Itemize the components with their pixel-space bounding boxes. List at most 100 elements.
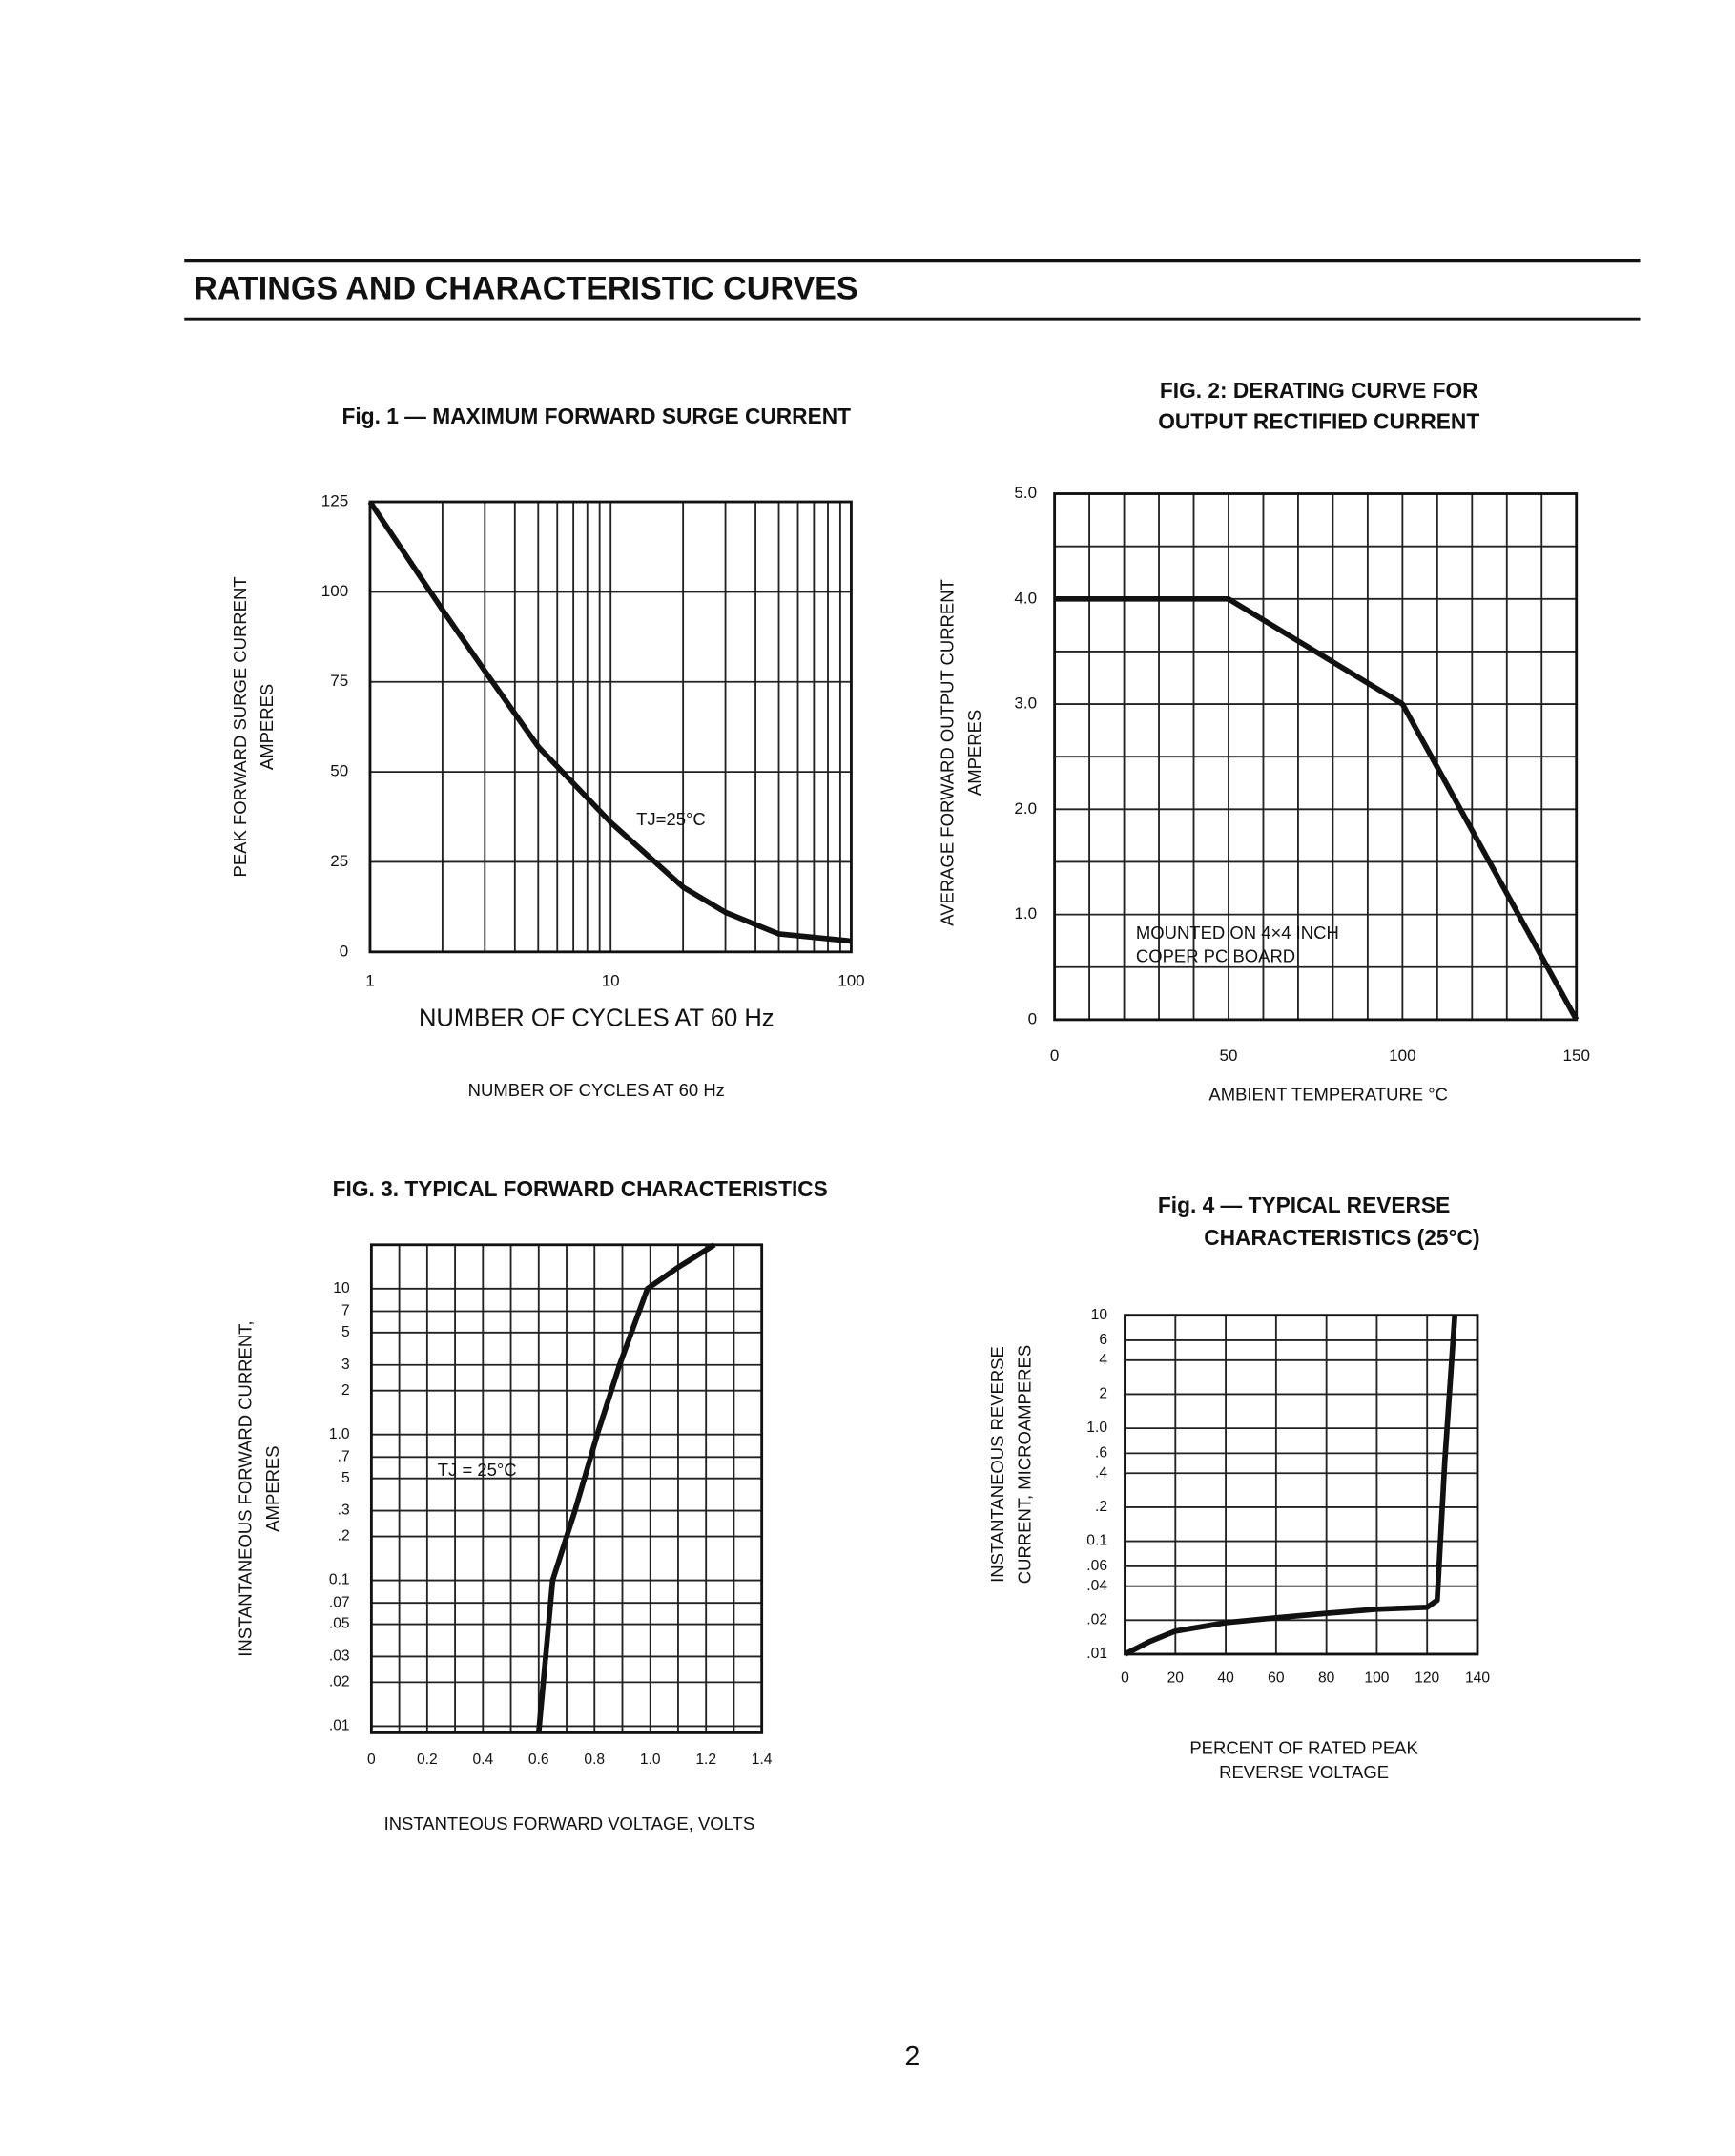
y-tick-label: 5 bbox=[341, 1470, 350, 1486]
x-axis-label: AMBIENT TEMPERATURE °C bbox=[1208, 1084, 1448, 1104]
y-axis-label: INSTANTANEOUS REVERSE bbox=[987, 1346, 1007, 1583]
y-tick-label: 0.1 bbox=[1086, 1533, 1107, 1549]
x-tick-label: 0.8 bbox=[584, 1752, 605, 1768]
caption: NUMBER OF CYCLES AT 60 Hz bbox=[468, 1080, 725, 1100]
y-tick-label: .05 bbox=[329, 1616, 350, 1632]
y-tick-label: .01 bbox=[329, 1718, 350, 1734]
plot-frame bbox=[1053, 492, 1579, 1022]
annotation: MOUNTED ON 4×4 INCH bbox=[1136, 923, 1339, 943]
y-tick-label: .3 bbox=[338, 1503, 350, 1519]
x-tick-label: 50 bbox=[1220, 1047, 1238, 1065]
x-tick-label: 100 bbox=[1389, 1047, 1415, 1065]
chart-title: Fig. 4 — TYPICAL REVERSE bbox=[1158, 1192, 1450, 1217]
x-tick-label: 20 bbox=[1167, 1670, 1185, 1687]
x-axis-label: REVERSE VOLTAGE bbox=[1219, 1762, 1389, 1782]
y-tick-label: 50 bbox=[330, 762, 348, 780]
y-axis-label: PEAK FORWARD SURGE CURRENT bbox=[230, 576, 250, 877]
y-tick-label: 5.0 bbox=[1014, 484, 1037, 502]
x-tick-label: 0 bbox=[1050, 1047, 1059, 1065]
y-axis-label: CURRENT, MICROAMPERES bbox=[1015, 1345, 1035, 1584]
y-tick-label: 125 bbox=[321, 492, 348, 510]
y-tick-label: 5 bbox=[341, 1324, 350, 1340]
x-tick-label: 0.4 bbox=[472, 1752, 493, 1768]
x-tick-label: 0 bbox=[1121, 1670, 1129, 1687]
chart-title: FIG. 3. TYPICAL FORWARD CHARACTERISTICS bbox=[333, 1176, 828, 1201]
page-title: RATINGS AND CHARACTERISTIC CURVES bbox=[194, 270, 857, 306]
y-tick-label: .2 bbox=[1095, 1499, 1107, 1515]
y-tick-label: .02 bbox=[329, 1674, 350, 1690]
y-tick-label: .03 bbox=[329, 1648, 350, 1665]
plot-frame bbox=[1124, 1314, 1479, 1656]
y-axis-label: AMPERES bbox=[262, 1445, 282, 1531]
x-tick-label: 80 bbox=[1318, 1670, 1335, 1687]
y-tick-label: 0.1 bbox=[329, 1572, 350, 1588]
y-tick-label: 2 bbox=[1099, 1386, 1107, 1402]
y-tick-label: 0 bbox=[1028, 1009, 1037, 1027]
y-tick-label: 10 bbox=[1091, 1307, 1108, 1323]
x-tick-label: 0 bbox=[367, 1752, 376, 1768]
annotation: COPER PC BOARD bbox=[1136, 945, 1295, 965]
y-tick-label: .2 bbox=[338, 1528, 350, 1544]
chart-title: CHARACTERISTICS (25°C) bbox=[1204, 1225, 1479, 1250]
y-tick-label: 3.0 bbox=[1014, 694, 1037, 713]
x-axis-label: INSTANTEOUS FORWARD VOLTAGE, VOLTS bbox=[384, 1814, 755, 1834]
x-tick-label: 120 bbox=[1415, 1670, 1439, 1687]
y-tick-label: 7 bbox=[341, 1303, 350, 1319]
y-tick-label: 1.0 bbox=[1086, 1420, 1107, 1436]
curve bbox=[1054, 595, 1580, 1022]
y-axis-label: AMPERES bbox=[257, 684, 277, 770]
x-tick-label: 60 bbox=[1268, 1670, 1285, 1687]
chart-title: FIG. 2: DERATING CURVE FOR bbox=[1160, 378, 1478, 403]
x-tick-label: 100 bbox=[1364, 1670, 1389, 1687]
y-tick-label: 1.0 bbox=[329, 1426, 350, 1442]
y-tick-label: 10 bbox=[333, 1280, 350, 1296]
x-tick-label: 1.0 bbox=[640, 1752, 661, 1768]
y-tick-label: .01 bbox=[1086, 1646, 1107, 1662]
y-tick-label: 6 bbox=[1099, 1332, 1107, 1348]
curve bbox=[535, 1242, 716, 1733]
y-axis-label: AVERAGE FORWARD OUTPUT CURRENT bbox=[938, 579, 958, 926]
y-tick-label: .04 bbox=[1086, 1578, 1107, 1594]
plot-frame bbox=[368, 500, 853, 954]
x-tick-label: 40 bbox=[1217, 1670, 1234, 1687]
y-tick-label: 0 bbox=[340, 942, 348, 960]
y-tick-label: .4 bbox=[1095, 1464, 1107, 1481]
chart-title: Fig. 1 — MAXIMUM FORWARD SURGE CURRENT bbox=[342, 404, 852, 428]
y-tick-label: 2.0 bbox=[1014, 799, 1037, 818]
y-tick-label: 4 bbox=[1099, 1352, 1107, 1368]
y-tick-label: 4.0 bbox=[1014, 589, 1037, 607]
annotation: TJ=25°C bbox=[636, 809, 706, 829]
chart-title: OUTPUT RECTIFIED CURRENT bbox=[1158, 409, 1479, 434]
x-tick-label: 100 bbox=[837, 972, 864, 990]
y-tick-label: 100 bbox=[321, 582, 348, 600]
y-tick-label: .07 bbox=[329, 1594, 350, 1610]
curve bbox=[1124, 1315, 1458, 1657]
y-tick-label: .02 bbox=[1086, 1611, 1107, 1627]
y-tick-label: .7 bbox=[338, 1448, 350, 1464]
x-tick-label: 1.4 bbox=[752, 1752, 773, 1768]
page-number: 2 bbox=[904, 2042, 919, 2072]
y-tick-label: .6 bbox=[1095, 1445, 1107, 1462]
y-axis-label: AMPERES bbox=[964, 710, 984, 796]
x-tick-label: 0.6 bbox=[528, 1752, 549, 1768]
y-tick-label: 75 bbox=[330, 672, 348, 690]
y-axis-label: INSTANTANEOUS FORWARD CURRENT, bbox=[236, 1320, 256, 1656]
plot-frame bbox=[369, 1243, 764, 1734]
x-tick-label: 10 bbox=[602, 972, 620, 990]
x-tick-label: 150 bbox=[1563, 1047, 1590, 1065]
x-axis-label: NUMBER OF CYCLES AT 60 Hz bbox=[419, 1005, 775, 1032]
y-tick-label: .06 bbox=[1086, 1558, 1107, 1574]
y-tick-label: 1.0 bbox=[1014, 904, 1037, 923]
y-tick-label: 25 bbox=[330, 852, 348, 870]
x-axis-label: PERCENT OF RATED PEAK bbox=[1189, 1737, 1418, 1757]
curve bbox=[367, 500, 852, 944]
y-tick-label: 2 bbox=[341, 1382, 350, 1399]
x-tick-label: 0.2 bbox=[417, 1752, 438, 1768]
x-tick-label: 1.2 bbox=[695, 1752, 716, 1768]
y-tick-label: 3 bbox=[341, 1357, 350, 1373]
annotation: TJ = 25°C bbox=[438, 1460, 517, 1480]
x-tick-label: 1 bbox=[365, 972, 374, 990]
x-tick-label: 140 bbox=[1465, 1670, 1490, 1687]
